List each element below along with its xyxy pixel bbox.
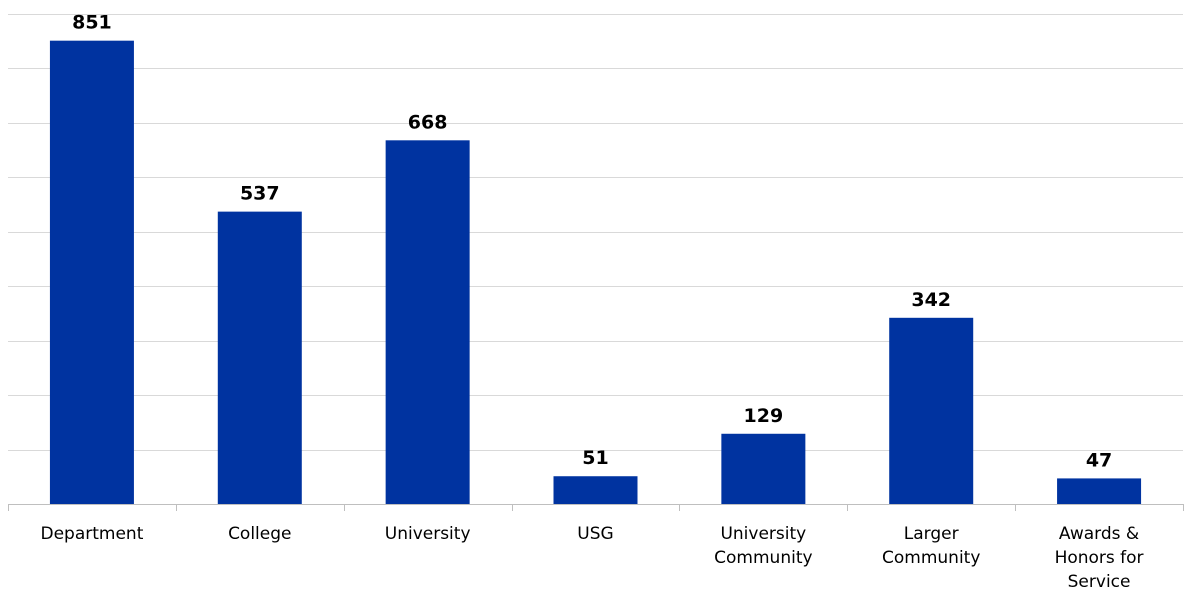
- category-label-line: Honors for: [1055, 548, 1144, 568]
- bar-department: [49, 40, 134, 505]
- bar-awards-honors-for-service: [1057, 478, 1142, 504]
- category-label: University Community: [714, 524, 812, 568]
- data-label: 47: [1086, 449, 1112, 471]
- category-label-line: USG: [577, 524, 613, 544]
- category-label: Awards & Honors for Service: [1055, 524, 1144, 592]
- data-label: 51: [582, 447, 608, 469]
- data-label: 537: [240, 183, 280, 205]
- category-label-line: Awards &: [1059, 524, 1139, 544]
- category-labels: Department College University USG University…: [40, 524, 1143, 592]
- bar-college: [217, 211, 302, 504]
- category-label-line: Service: [1068, 572, 1131, 592]
- bars: [49, 40, 1142, 505]
- bar-usg: [553, 476, 638, 504]
- data-label: 851: [72, 12, 112, 34]
- category-label: Department: [40, 524, 143, 544]
- category-label-line: University: [385, 524, 471, 544]
- category-label: USG: [577, 524, 613, 544]
- category-label: University: [385, 524, 471, 544]
- category-label: Larger Community: [882, 524, 980, 568]
- category-label-line: University: [720, 524, 806, 544]
- x-axis: [8, 504, 1184, 511]
- data-labels: 851 537 668 51 129 342 47: [72, 12, 1112, 472]
- category-label-line: College: [228, 524, 291, 544]
- bar-larger-community: [889, 317, 974, 504]
- data-label: 668: [408, 111, 448, 133]
- category-label-line: Community: [714, 548, 812, 568]
- category-label: College: [228, 524, 291, 544]
- category-label-line: Community: [882, 548, 980, 568]
- data-label: 342: [911, 289, 951, 311]
- bar-university-community: [721, 433, 806, 504]
- data-label: 129: [744, 405, 784, 427]
- bar-university: [385, 140, 470, 504]
- category-label-line: Department: [40, 524, 143, 544]
- gridlines: [8, 14, 1183, 451]
- category-label-line: Larger: [904, 524, 959, 544]
